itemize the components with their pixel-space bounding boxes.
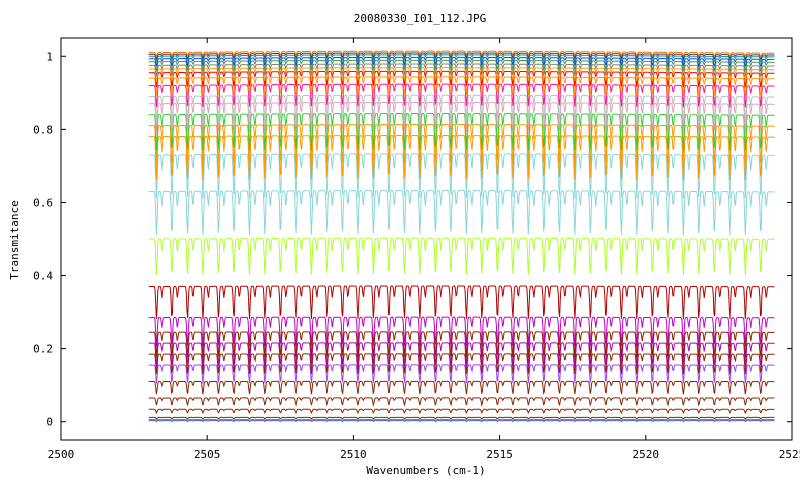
series-line [148, 124, 775, 166]
x-axis-label: Wavenumbers (cm-1) [366, 464, 485, 477]
series-line [148, 190, 775, 236]
x-tick-label: 2525 [779, 448, 800, 461]
series-line [148, 67, 775, 83]
y-tick-label: 0 [46, 416, 53, 429]
series-line [148, 52, 775, 61]
x-tick-label: 2520 [633, 448, 660, 461]
series-line [148, 102, 775, 133]
series-line [148, 135, 775, 181]
series-line [148, 83, 775, 108]
x-tick-label: 2510 [340, 448, 367, 461]
series-line [148, 316, 775, 347]
x-axis: 2500 2505 2510 2515 2520 2525 [48, 38, 800, 461]
series-line [148, 285, 775, 320]
series-line [148, 153, 775, 199]
y-tick-label: 0.8 [33, 123, 53, 136]
x-tick-label: 2515 [486, 448, 513, 461]
series-line [148, 416, 775, 420]
y-tick-label: 1 [46, 50, 53, 63]
series-line [148, 364, 775, 384]
x-tick-label: 2500 [48, 448, 75, 461]
chart-title: 20080330_I01_112.JPG [354, 12, 486, 25]
series-line [148, 50, 775, 58]
series-line [148, 353, 775, 375]
series-line [148, 59, 775, 72]
y-tick-label: 0.4 [33, 270, 53, 283]
y-tick-label: 0.6 [33, 196, 53, 209]
plot-frame [60, 37, 793, 441]
x-tick-label: 2505 [194, 448, 221, 461]
series-line [148, 342, 775, 367]
series-line [148, 70, 775, 88]
series-line [148, 237, 775, 276]
series-line [148, 94, 775, 123]
series-line [148, 408, 775, 415]
y-axis: 0 0.2 0.4 0.6 0.8 1 [33, 50, 792, 429]
series-line [148, 331, 775, 358]
series-line [148, 420, 775, 422]
series-line [148, 113, 775, 152]
series-line [148, 76, 775, 97]
series-line [148, 56, 775, 68]
series-group [148, 50, 775, 422]
series-line [148, 419, 775, 421]
series-line [148, 54, 775, 64]
series-line [148, 380, 775, 396]
y-axis-label: Transmitance [8, 200, 21, 279]
series-line [148, 397, 775, 408]
y-tick-label: 0.2 [33, 343, 53, 356]
series-line [148, 63, 775, 77]
